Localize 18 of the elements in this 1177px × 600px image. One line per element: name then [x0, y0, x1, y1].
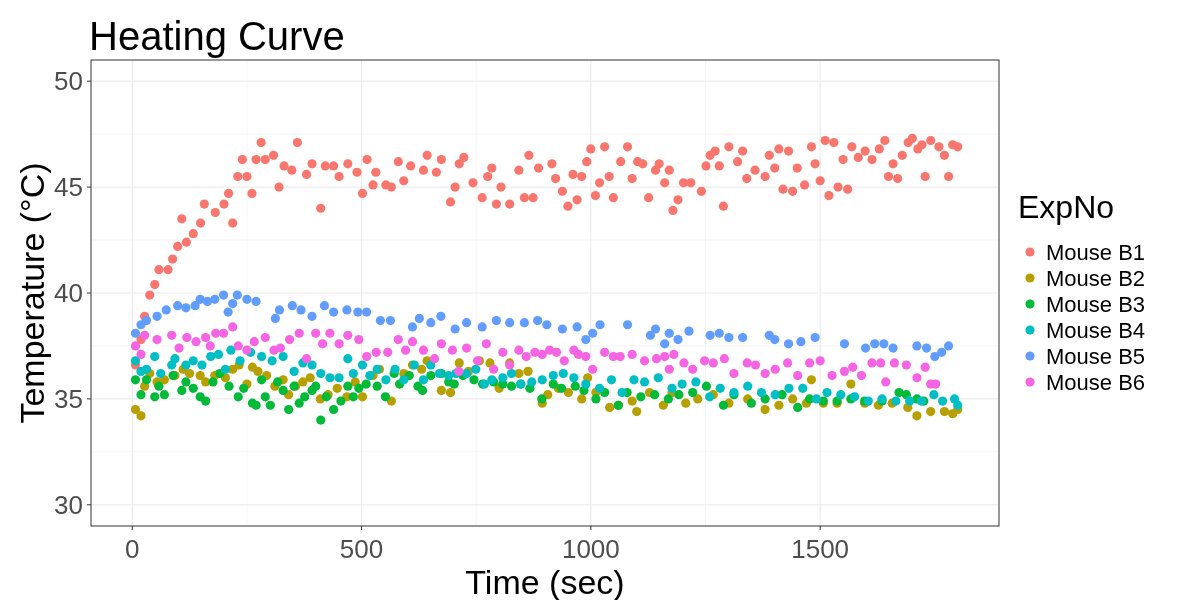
legend-label: Mouse B1 — [1046, 240, 1146, 265]
y-tick-label: 50 — [54, 66, 83, 97]
x-tick-label: 500 — [339, 534, 384, 564]
y-axis-title: Temperature (°C) — [13, 162, 51, 424]
legend-label: Mouse B4 — [1046, 318, 1146, 343]
legend-label: Mouse B2 — [1046, 266, 1146, 291]
legend-label: Mouse B3 — [1046, 292, 1146, 317]
legend-label: Mouse B5 — [1046, 344, 1146, 369]
x-tick-label: 1000 — [561, 534, 620, 564]
chart-title: Heating Curve — [89, 14, 345, 58]
x-tick-label: 1500 — [791, 534, 850, 564]
y-tick-label: 45 — [54, 172, 83, 203]
y-tick-label: 35 — [54, 383, 83, 414]
x-tick-label: 0 — [125, 534, 140, 564]
legend-title: ExpNo — [1018, 189, 1115, 225]
y-tick-label: 30 — [54, 489, 83, 520]
y-tick-label: 40 — [54, 278, 83, 308]
legend-label: Mouse B6 — [1046, 370, 1146, 395]
